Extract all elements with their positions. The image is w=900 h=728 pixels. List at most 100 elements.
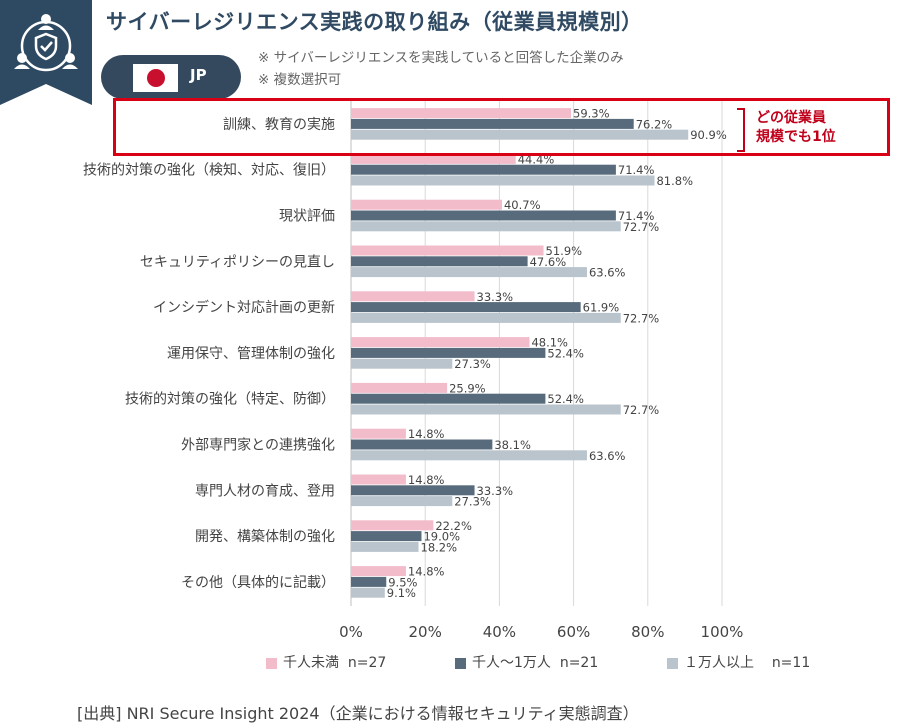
note-respondents: ※ サイバーレジリエンスを実践していると回答した企業のみ <box>258 50 624 66</box>
bar <box>351 474 406 485</box>
legend-n-medium: n=21 <box>559 655 599 671</box>
callout-bracket <box>737 108 745 152</box>
bar <box>351 520 434 531</box>
bar <box>351 541 419 552</box>
bar-value-label: 25.9% <box>449 381 486 395</box>
callout-line-1: どの従業員 <box>756 110 826 126</box>
bar-value-label: 14.8% <box>408 473 445 487</box>
x-tick-label: 0% <box>339 623 363 641</box>
bar-value-label: 40.7% <box>504 198 541 212</box>
bar <box>351 382 448 393</box>
bar-value-label: 63.6% <box>589 266 626 280</box>
category-label: インシデント対応計画の更新 <box>153 299 335 316</box>
bar <box>351 164 616 175</box>
bar-value-label: 61.9% <box>583 301 620 315</box>
bar <box>351 267 587 278</box>
legend-label-small: 千人未満 <box>283 655 339 671</box>
bar-value-label: 76.2% <box>636 117 673 131</box>
category-label: 現状評価 <box>279 209 335 225</box>
bar-value-label: 18.2% <box>421 540 458 554</box>
bar-value-label: 72.7% <box>623 403 660 417</box>
legend-n-large: n=11 <box>771 655 811 671</box>
legend-n-small: n=27 <box>347 655 387 671</box>
bar <box>351 404 621 415</box>
bar-value-label: 72.7% <box>623 311 660 325</box>
bar <box>351 337 530 348</box>
bar-value-label: 38.1% <box>494 438 531 452</box>
bar-value-label: 27.3% <box>454 357 491 371</box>
category-label: 訓練、教育の実施 <box>223 117 335 133</box>
bar <box>351 108 572 119</box>
source-citation: [出典] NRI Secure Insight 2024（企業における情報セキュ… <box>77 704 639 723</box>
bar-value-label: 90.9% <box>690 128 727 142</box>
x-tick-label: 100% <box>701 623 744 641</box>
x-tick-label: 40% <box>483 623 516 641</box>
page-title: サイバーレジリエンス実践の取り組み（従業員規模別） <box>106 10 643 34</box>
bar-value-label: 27.3% <box>454 495 491 509</box>
bar-value-label: 14.8% <box>408 565 445 579</box>
bar <box>351 302 581 313</box>
legend-item-small: 千人未満 n=27 <box>266 652 386 672</box>
category-label: 開発、構築体制の強化 <box>195 529 335 545</box>
bar <box>351 485 475 496</box>
x-tick-label: 60% <box>557 623 590 641</box>
note-multiple-choice: ※ 複数選択可 <box>258 72 342 88</box>
bar <box>351 199 502 210</box>
bar-value-label: 52.4% <box>547 392 584 406</box>
bar-value-label: 47.6% <box>530 255 567 269</box>
bar <box>351 153 516 164</box>
bar <box>351 450 587 461</box>
bar-value-label: 72.7% <box>623 220 660 234</box>
category-label: セキュリティポリシーの見直し <box>140 253 335 270</box>
bar <box>351 175 655 186</box>
category-label: 技術的対策の強化（特定、防御） <box>125 391 335 408</box>
bar <box>351 291 475 302</box>
bar <box>351 210 616 221</box>
legend-item-large: １万人以上 n=11 <box>667 652 810 672</box>
bar-value-label: 19.0% <box>423 530 460 544</box>
bar <box>351 312 621 323</box>
bar <box>351 428 406 439</box>
bar-value-label: 9.1% <box>387 586 416 600</box>
bar-value-label: 52.4% <box>547 346 584 360</box>
bar-value-label: 22.2% <box>435 519 472 533</box>
bar <box>351 587 385 598</box>
category-label: その他（具体的に記載） <box>181 574 335 591</box>
x-tick-label: 20% <box>409 623 442 641</box>
legend-label-medium: 千人～1万人 <box>472 655 551 671</box>
bar-value-label: 14.8% <box>408 427 445 441</box>
bar <box>351 256 528 267</box>
legend-swatch-large <box>667 657 678 669</box>
japan-flag-sun <box>147 69 165 87</box>
callout-text: どの従業員 規模でも1位 <box>756 109 836 147</box>
bar <box>351 129 689 140</box>
bar <box>351 347 546 358</box>
bar-value-label: 81.8% <box>656 174 693 188</box>
bar <box>351 118 634 129</box>
bar <box>351 566 406 577</box>
callout-line-2: 規模でも1位 <box>756 129 836 145</box>
bar-value-label: 71.4% <box>618 163 655 177</box>
bar <box>351 221 621 232</box>
bar-value-label: 9.5% <box>388 575 417 589</box>
category-label: 運用保守、管理体制の強化 <box>167 346 335 362</box>
bar-value-label: 59.3% <box>573 107 610 121</box>
highlight-frame <box>113 98 890 156</box>
legend-swatch-small <box>266 657 277 669</box>
bar-value-label: 48.1% <box>531 336 568 350</box>
bar-value-label: 33.3% <box>477 484 514 498</box>
x-tick-label: 80% <box>631 623 664 641</box>
bar <box>351 245 544 256</box>
bar <box>351 576 387 587</box>
bar <box>351 439 493 450</box>
category-label: 専門人材の育成、登用 <box>195 483 335 499</box>
security-network-icon <box>0 0 92 105</box>
legend-item-medium: 千人～1万人 n=21 <box>455 652 598 672</box>
category-label: 技術的対策の強化（検知、対応、復旧） <box>83 162 335 179</box>
bar <box>351 358 453 369</box>
bar-value-label: 33.3% <box>477 290 514 304</box>
bar <box>351 496 453 507</box>
bar-value-label: 71.4% <box>618 209 655 223</box>
bar <box>351 393 546 404</box>
